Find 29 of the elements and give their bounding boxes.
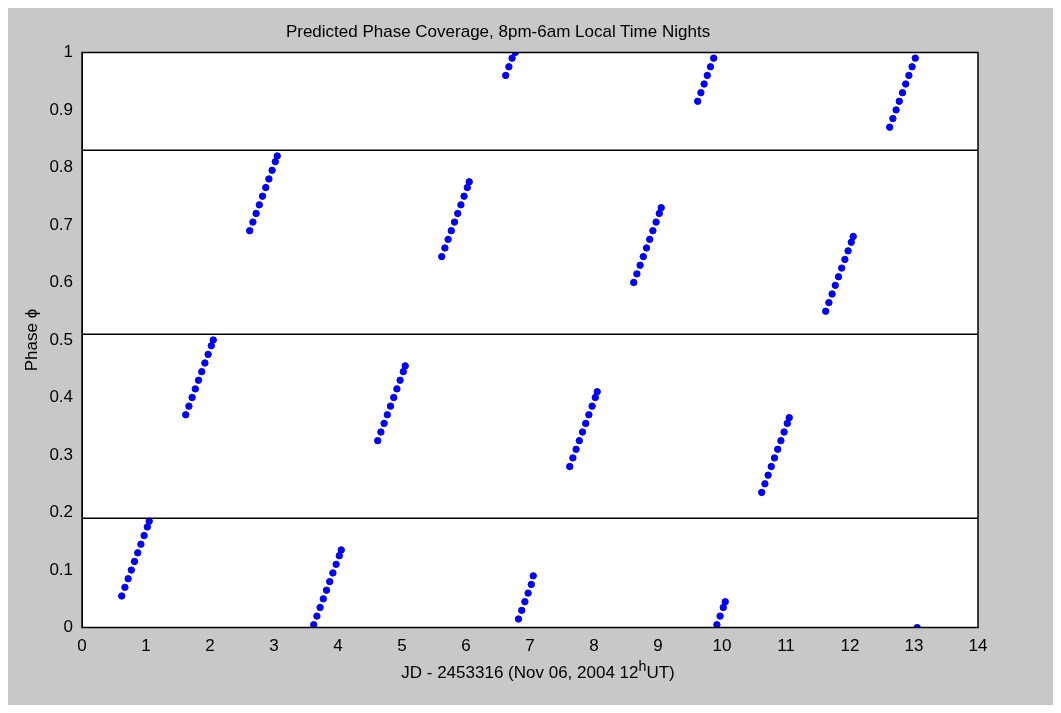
- x-tick-label: 6: [461, 636, 471, 656]
- x-tick-label: 12: [840, 636, 860, 656]
- y-tick-label: 1: [63, 42, 74, 62]
- x-tick-label: 13: [904, 636, 924, 656]
- x-tick-label: 1: [141, 636, 151, 656]
- y-tick-label: 0.7: [49, 214, 74, 234]
- x-tick-label: 2: [205, 636, 215, 656]
- x-tick-label: 14: [968, 636, 988, 656]
- x-tick-label: 8: [589, 636, 599, 656]
- x-axis-title: JD - 2453316 (Nov 06, 2004 12$^{h}$UT): [400, 658, 676, 683]
- y-tick-label: 0: [63, 617, 74, 637]
- y-tick-label: 0.9: [49, 99, 74, 119]
- x-tick-label: 9: [653, 636, 663, 656]
- y-tick-label: 0.6: [49, 272, 74, 292]
- y-axis-title: Phase ϕ: [21, 308, 41, 372]
- y-tick-label: 0.3: [49, 444, 74, 464]
- x-tick-label: 0: [77, 636, 87, 656]
- x-tick-label: 7: [525, 636, 535, 656]
- x-tick-label: 5: [397, 636, 407, 656]
- y-tick-label: 0.8: [49, 157, 74, 177]
- chart-title: Predicted Phase Coverage, 8pm-6am Local Time Nights: [285, 21, 711, 41]
- y-tick-label: 0.2: [49, 502, 74, 522]
- x-tick-label: 10: [712, 636, 732, 656]
- x-tick-label: 4: [333, 636, 343, 656]
- x-tick-label: 11: [777, 636, 795, 656]
- y-tick-label: 0.1: [49, 559, 74, 579]
- y-tick-label: 0.5: [49, 329, 74, 349]
- x-tick-label: 3: [269, 636, 279, 656]
- y-tick-label: 0.4: [49, 387, 74, 407]
